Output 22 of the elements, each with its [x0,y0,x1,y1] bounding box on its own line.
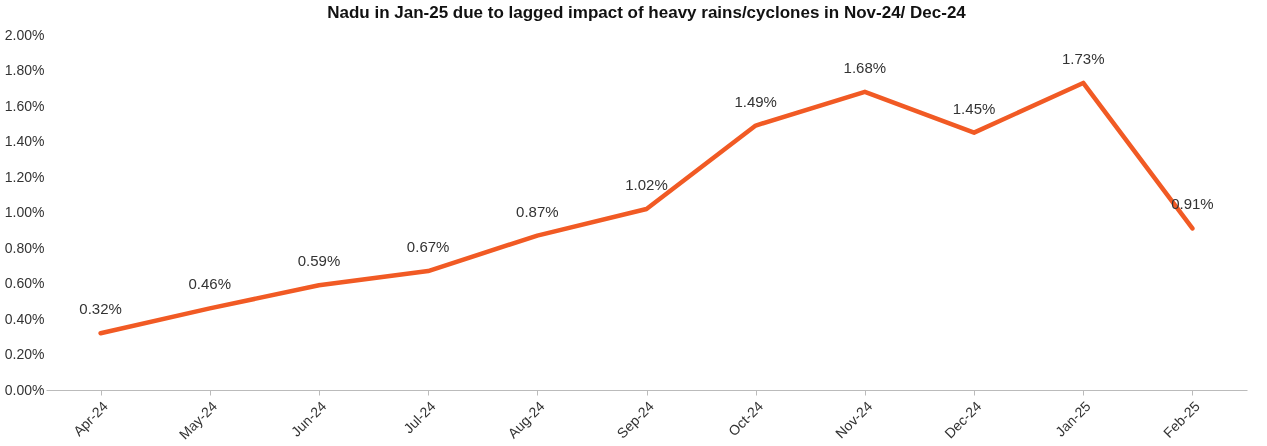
y-tick-label: 1.00% [4,204,45,220]
data-label: 0.87% [516,202,559,220]
data-label: 0.46% [188,275,232,293]
y-tick-label: 0.80% [4,239,45,256]
y-tick-label: 0.00% [4,381,45,398]
y-tick-label: 0.40% [4,310,45,327]
y-tick-label: 1.40% [4,133,45,149]
data-label: 0.67% [406,238,450,256]
y-tick-label: 2.00% [4,26,45,43]
y-tick-label: 1.20% [4,168,45,185]
y-tick-label: 1.60% [4,97,45,114]
y-tick-label: 1.80% [4,62,45,78]
data-label: 1.68% [843,58,887,76]
chart-title: Nadu in Jan-25 due to lagged impact of heavy rains/cyclones in Nov-24/ Dec-24 [327,3,967,22]
data-label: 1.45% [952,99,996,117]
y-tick-label: 0.60% [4,275,45,291]
data-label: 1.73% [1061,49,1105,67]
data-label: 1.02% [625,175,668,193]
y-tick-label: 0.20% [4,346,45,362]
data-label: 0.59% [297,252,341,270]
data-label: 1.49% [734,92,777,110]
data-label: 0.32% [79,300,122,318]
